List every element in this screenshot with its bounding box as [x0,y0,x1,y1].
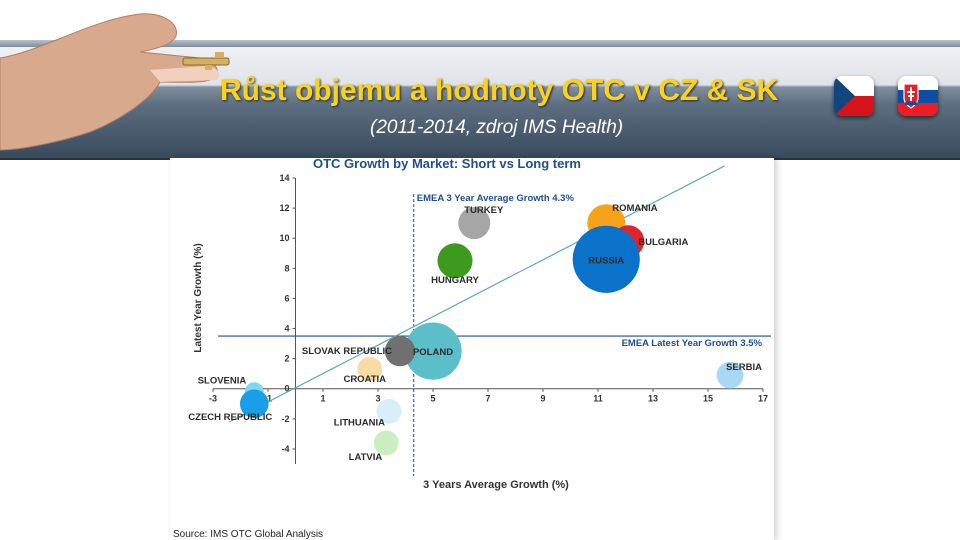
chart-container: OTC Growth by Market: Short vs Long term… [170,158,774,540]
label-russia: RUSSIA [588,255,624,266]
x-tick-label: -1 [264,394,272,404]
bubble-chart: OTC Growth by Market: Short vs Long term… [173,158,771,540]
trend-line [229,165,725,423]
x-tick-label: 11 [593,394,603,404]
chart-title: OTC Growth by Market: Short vs Long term [313,158,581,171]
x-tick-label: 9 [540,394,545,404]
label-latvia: LATVIA [349,452,383,463]
bubble-hungary [437,243,473,279]
x-tick-label: 7 [485,394,490,404]
bubble-poland [404,322,462,380]
bubble-serbia [716,361,744,389]
source-note: Source: IMS OTC Global Analysis [173,529,323,540]
y-tick-label: -4 [281,444,289,454]
y-tick-label: 4 [284,324,289,334]
y-tick-label: 6 [284,293,289,303]
x-axis-label: 3 Years Average Growth (%) [423,479,569,491]
label-slovenia: SLOVENIA [198,376,247,387]
bubble-latvia [373,430,399,456]
y-tick-label: 12 [279,203,289,213]
emea-latest-year-label: EMEA Latest Year Growth 3.5% [622,338,763,349]
y-axis-label: Latest Year Growth (%) [193,243,204,352]
label-croatia: CROATIA [343,374,386,385]
label-hungary: HUNGARY [431,275,479,286]
x-tick-label: 17 [758,394,768,404]
x-tick-label: 13 [648,394,658,404]
label-turkey: TURKEY [464,205,504,216]
x-tick-label: -3 [209,394,217,404]
y-tick-label: 2 [284,354,289,364]
x-tick-label: 5 [430,394,435,404]
label-bulgaria: BULGARIA [638,237,688,248]
bubble-czech-republic [239,389,269,419]
label-poland: POLAND [413,347,453,358]
y-tick-label: -2 [281,414,289,424]
slovak-flag-icon [898,76,938,116]
label-slovak-republic: SLOVAK REPUBLIC [302,346,392,357]
y-tick-label: 8 [284,263,289,273]
bubble-turkey [458,207,491,240]
label-lithuania: LITHUANIA [334,417,385,428]
bubble-slovak-republic [384,335,416,367]
y-tick-label: 10 [279,233,289,243]
bubble-russia [572,225,640,293]
banner-shine [0,40,960,47]
y-tick-label: 0 [284,384,289,394]
label-romania: ROMANIA [612,203,658,214]
x-tick-label: 1 [320,394,325,404]
label-czech-republic: CZECH REPUBLIC [188,412,272,423]
x-tick-label: 3 [375,394,380,404]
slide-subtitle: (2011-2014, zdroj IMS Health) [370,117,624,138]
bubble-croatia [357,356,383,382]
x-tick-label: 15 [703,394,713,404]
label-serbia: SERBIA [726,362,762,373]
slide-title: Růst objemu a hodnoty OTC v CZ & SK [220,74,779,107]
bubble-lithuania [376,398,402,424]
y-tick-label: 14 [279,173,289,183]
emea-3yr-average-label: EMEA 3 Year Average Growth 4.3% [417,193,575,204]
czech-flag-icon [834,76,874,116]
hand-with-key-icon [0,13,230,151]
